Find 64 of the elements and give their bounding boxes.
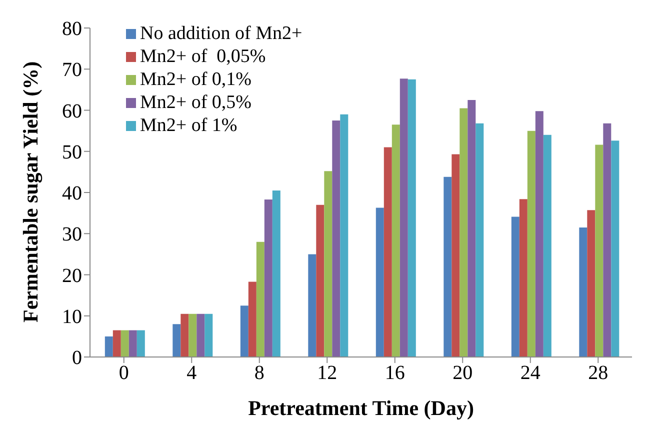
bar bbox=[188, 314, 197, 357]
bar bbox=[272, 190, 280, 357]
y-tick-label: 10 bbox=[62, 306, 82, 328]
bar bbox=[308, 254, 316, 357]
x-tick-label: 16 bbox=[384, 362, 405, 384]
bar bbox=[579, 227, 588, 357]
bar bbox=[543, 134, 552, 357]
bar bbox=[452, 154, 460, 357]
bar bbox=[264, 199, 272, 357]
y-tick-label: 70 bbox=[62, 59, 82, 82]
y-tick-label: 20 bbox=[62, 264, 82, 287]
bar bbox=[240, 306, 248, 357]
bar bbox=[316, 204, 324, 357]
bar bbox=[112, 330, 121, 357]
y-tick-label: 40 bbox=[62, 182, 82, 205]
y-tick-label: 60 bbox=[62, 100, 82, 122]
bar bbox=[444, 176, 452, 357]
bar bbox=[527, 130, 536, 357]
bar bbox=[172, 324, 181, 357]
y-tick-label: 0 bbox=[72, 347, 82, 370]
bar bbox=[476, 123, 484, 357]
bar bbox=[256, 242, 264, 357]
bar bbox=[128, 330, 137, 357]
bar bbox=[136, 330, 145, 357]
y-tick-label: 80 bbox=[62, 18, 82, 40]
bar bbox=[400, 78, 408, 357]
bar bbox=[120, 330, 129, 357]
x-tick-label: 28 bbox=[588, 362, 608, 384]
bar bbox=[603, 123, 612, 357]
x-tick-label: 0 bbox=[118, 362, 129, 384]
bar bbox=[180, 314, 189, 357]
x-axis-title: Pretreatment Time (Day) bbox=[248, 396, 474, 420]
bar bbox=[384, 147, 392, 357]
bar bbox=[248, 282, 256, 357]
bar bbox=[204, 314, 213, 357]
x-tick-label: 8 bbox=[254, 362, 264, 384]
bar bbox=[511, 216, 520, 357]
bar bbox=[324, 171, 332, 357]
bar bbox=[340, 114, 348, 357]
x-tick-label: 20 bbox=[452, 362, 473, 384]
x-tick-label: 24 bbox=[520, 362, 540, 384]
bar bbox=[104, 336, 113, 357]
legend-label: Mn2+ of 0,05% bbox=[140, 46, 266, 68]
y-axis-title: Fermentable sugar Yield (%) bbox=[18, 61, 42, 322]
bar bbox=[196, 314, 205, 357]
bar bbox=[535, 111, 544, 357]
legend-label: Mn2+ of 0,5% bbox=[140, 92, 252, 114]
bar bbox=[519, 199, 528, 357]
y-tick-label: 50 bbox=[62, 141, 82, 164]
legend-label: No addition of Mn2+ bbox=[140, 22, 302, 44]
bar bbox=[460, 108, 468, 357]
bar bbox=[587, 210, 596, 357]
x-tick-label: 4 bbox=[186, 362, 197, 384]
x-tick-label: 12 bbox=[317, 362, 338, 384]
bar bbox=[392, 124, 400, 357]
bar bbox=[595, 144, 604, 357]
bar bbox=[468, 100, 476, 357]
bar bbox=[408, 79, 416, 357]
y-tick-label: 30 bbox=[62, 224, 82, 246]
legend-label: Mn2+ of 0,1% bbox=[140, 68, 252, 90]
bar bbox=[376, 208, 384, 357]
bar bbox=[332, 120, 340, 357]
bar bbox=[611, 140, 620, 357]
legend-label: Mn2+ of 1% bbox=[140, 114, 238, 136]
